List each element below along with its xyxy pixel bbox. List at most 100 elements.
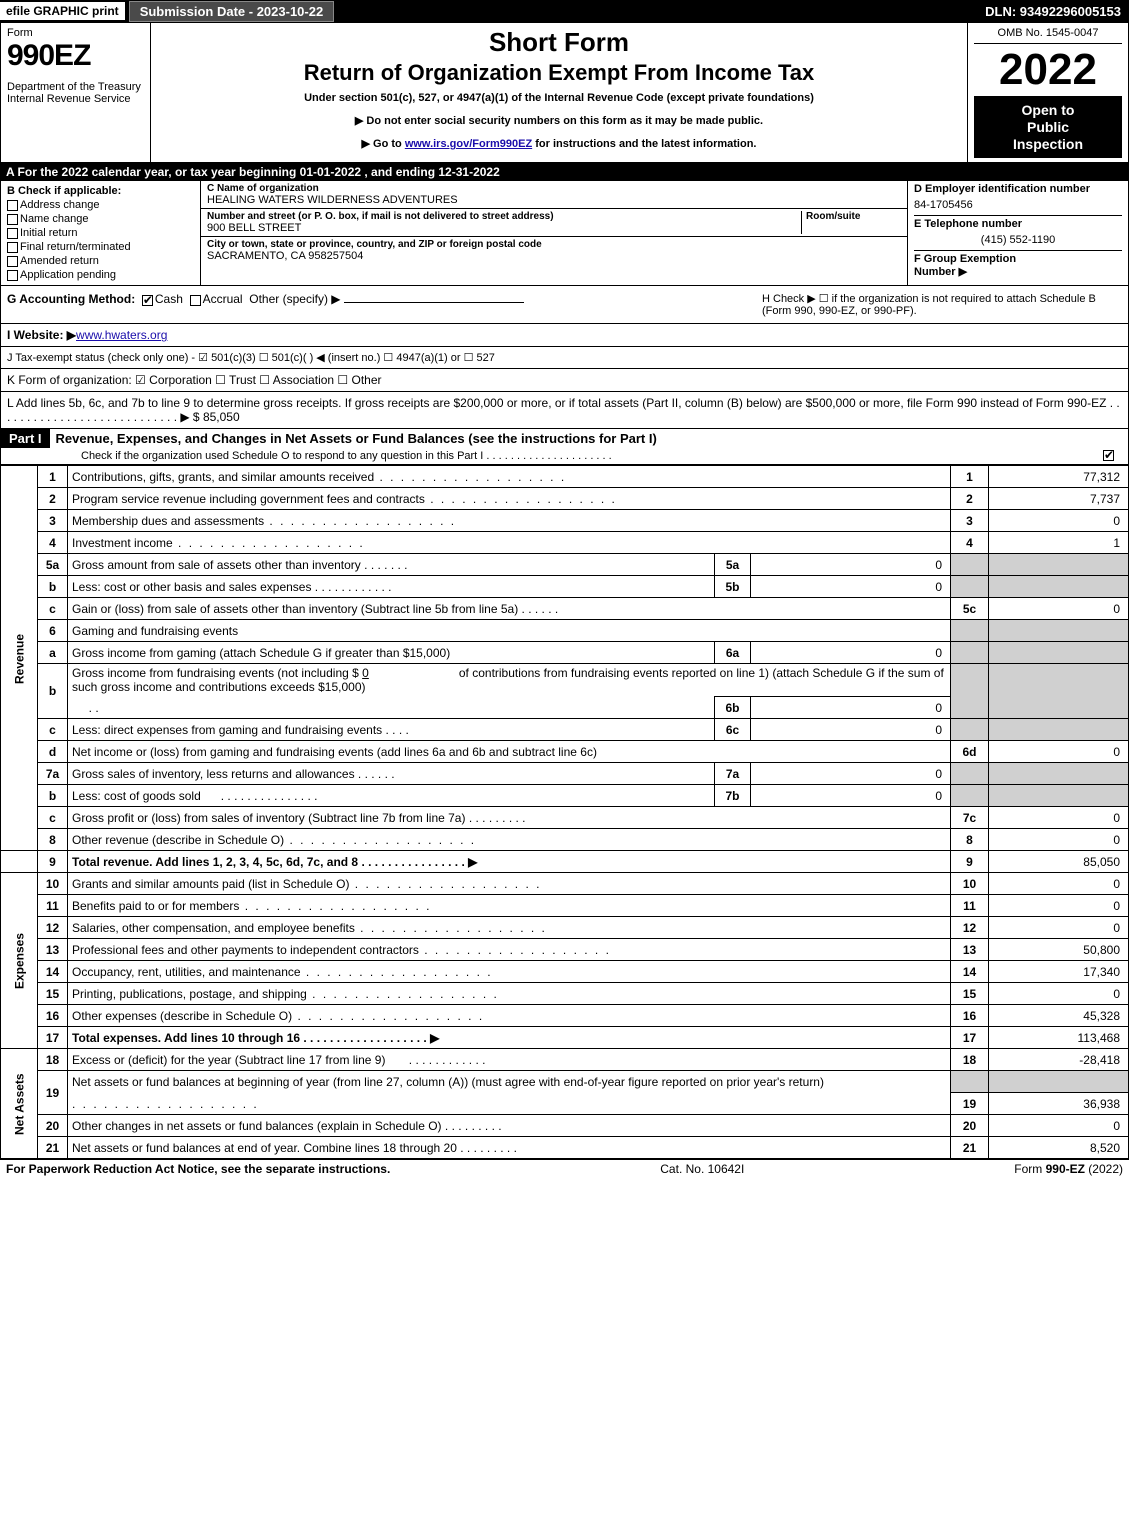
part1-title: Revenue, Expenses, and Changes in Net As…: [50, 429, 663, 448]
d-ein-label: D Employer identification number: [914, 183, 1122, 195]
tax-year: 2022: [974, 48, 1122, 92]
goto-prefix: ▶ Go to: [362, 138, 405, 150]
l5c-text: Gain or (loss) from sale of assets other…: [72, 602, 518, 616]
l9-num: 9: [38, 851, 68, 873]
checkbox-initial-return[interactable]: [7, 228, 18, 239]
l20-line: 20: [951, 1115, 989, 1137]
l4-text: Investment income: [72, 536, 173, 550]
checkbox-amended-return[interactable]: [7, 256, 18, 267]
l3-num: 3: [38, 510, 68, 532]
row-g: G Accounting Method: Cash Accrual Other …: [7, 292, 762, 317]
l13-num: 13: [38, 939, 68, 961]
org-name: HEALING WATERS WILDERNESS ADVENTURES: [207, 194, 901, 206]
l6b-text1: Gross income from fundraising events (no…: [72, 666, 359, 680]
l5a-shade: [951, 554, 989, 576]
website-link[interactable]: www.hwaters.org: [76, 328, 167, 342]
open-to-public: Open to Public Inspection: [974, 96, 1122, 158]
l17-num: 17: [38, 1027, 68, 1049]
l6c-iv: 0: [751, 719, 951, 741]
l2-text: Program service revenue including govern…: [72, 492, 425, 506]
l12-val: 0: [989, 917, 1129, 939]
l14-val: 17,340: [989, 961, 1129, 983]
c-room-label: Room/suite: [806, 211, 901, 222]
l8-val: 0: [989, 829, 1129, 851]
section-bcd: B Check if applicable: Address change Na…: [0, 181, 1129, 286]
l5a-shade2: [989, 554, 1129, 576]
l1-text: Contributions, gifts, grants, and simila…: [72, 470, 374, 484]
l15-val: 0: [989, 983, 1129, 1005]
row-a-calendar-year: A For the 2022 calendar year, or tax yea…: [0, 163, 1129, 181]
under-section: Under section 501(c), 527, or 4947(a)(1)…: [159, 92, 959, 104]
checkbox-address-change[interactable]: [7, 200, 18, 211]
l4-num: 4: [38, 532, 68, 554]
l6c-num: c: [38, 719, 68, 741]
efile-print-label[interactable]: efile GRAPHIC print: [0, 2, 125, 20]
checkbox-cash[interactable]: [142, 295, 153, 306]
l20-num: 20: [38, 1115, 68, 1137]
section-b-letter: B: [7, 185, 15, 197]
form-header: Form 990EZ Department of the Treasury In…: [0, 22, 1129, 163]
c-street-label: Number and street (or P. O. box, if mail…: [207, 211, 801, 222]
header-left: Form 990EZ Department of the Treasury In…: [1, 23, 151, 162]
footer-right-suffix: (2022): [1085, 1162, 1123, 1176]
l2-val: 7,737: [989, 488, 1129, 510]
opt-final-return: Final return/terminated: [20, 241, 131, 253]
checkbox-accrual[interactable]: [190, 295, 201, 306]
l16-text: Other expenses (describe in Schedule O): [72, 1009, 292, 1023]
l13-val: 50,800: [989, 939, 1129, 961]
l11-text: Benefits paid to or for members: [72, 899, 239, 913]
l11-line: 11: [951, 895, 989, 917]
g-cash: Cash: [155, 292, 183, 306]
tel-value: (415) 552-1190: [914, 230, 1122, 250]
l15-line: 15: [951, 983, 989, 1005]
l6a-num: a: [38, 642, 68, 664]
checkbox-application-pending[interactable]: [7, 270, 18, 281]
l6b-il: 6b: [715, 697, 751, 719]
l5a-il: 5a: [715, 554, 751, 576]
checkbox-schedule-o[interactable]: [1103, 450, 1114, 461]
l17-line: 17: [951, 1027, 989, 1049]
l6d-val: 0: [989, 741, 1129, 763]
form-title: Return of Organization Exempt From Incom…: [159, 60, 959, 86]
opt-name-change: Name change: [20, 213, 89, 225]
side-revenue: Revenue: [1, 466, 38, 851]
checkbox-name-change[interactable]: [7, 214, 18, 225]
l4-val: 1: [989, 532, 1129, 554]
section-b: B Check if applicable: Address change Na…: [1, 181, 201, 286]
goto-line: ▶ Go to www.irs.gov/Form990EZ for instru…: [159, 137, 959, 150]
opt-address-change: Address change: [20, 199, 100, 211]
l7c-val: 0: [989, 807, 1129, 829]
submission-date: Submission Date - 2023-10-22: [129, 1, 335, 22]
l20-text: Other changes in net assets or fund bala…: [72, 1119, 442, 1133]
l9-text: Total revenue. Add lines 1, 2, 3, 4, 5c,…: [72, 855, 477, 869]
l7a-il: 7a: [715, 763, 751, 785]
omb-number: OMB No. 1545-0047: [974, 27, 1122, 44]
l5c-val: 0: [989, 598, 1129, 620]
section-c: C Name of organization HEALING WATERS WI…: [201, 181, 908, 286]
l17-text: Total expenses. Add lines 10 through 16 …: [72, 1031, 439, 1045]
checkbox-final-return[interactable]: [7, 242, 18, 253]
l7c-line: 7c: [951, 807, 989, 829]
side-expenses: Expenses: [1, 873, 38, 1049]
l16-val: 45,328: [989, 1005, 1129, 1027]
l12-line: 12: [951, 917, 989, 939]
l17-val: 113,468: [989, 1027, 1129, 1049]
row-l-value: 85,050: [203, 410, 240, 424]
l18-val: -28,418: [989, 1049, 1129, 1071]
l12-num: 12: [38, 917, 68, 939]
g-accrual: Accrual: [203, 292, 243, 306]
l14-line: 14: [951, 961, 989, 983]
l6a-il: 6a: [715, 642, 751, 664]
form-number: 990EZ: [7, 39, 144, 73]
l8-text: Other revenue (describe in Schedule O): [72, 833, 284, 847]
l1-line: 1: [951, 466, 989, 488]
l14-num: 14: [38, 961, 68, 983]
l5c-line: 5c: [951, 598, 989, 620]
l3-line: 3: [951, 510, 989, 532]
goto-link[interactable]: www.irs.gov/Form990EZ: [405, 138, 532, 150]
l10-val: 0: [989, 873, 1129, 895]
l18-text: Excess or (deficit) for the year (Subtra…: [72, 1053, 385, 1067]
header-center: Short Form Return of Organization Exempt…: [151, 23, 968, 162]
part1-header-row: Part I Revenue, Expenses, and Changes in…: [0, 429, 1129, 465]
department: Department of the Treasury Internal Reve…: [7, 81, 144, 105]
